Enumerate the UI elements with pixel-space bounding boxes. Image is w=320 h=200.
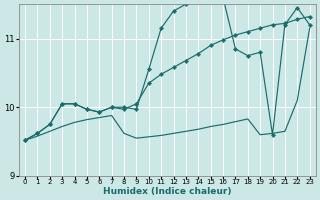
X-axis label: Humidex (Indice chaleur): Humidex (Indice chaleur) — [103, 187, 232, 196]
